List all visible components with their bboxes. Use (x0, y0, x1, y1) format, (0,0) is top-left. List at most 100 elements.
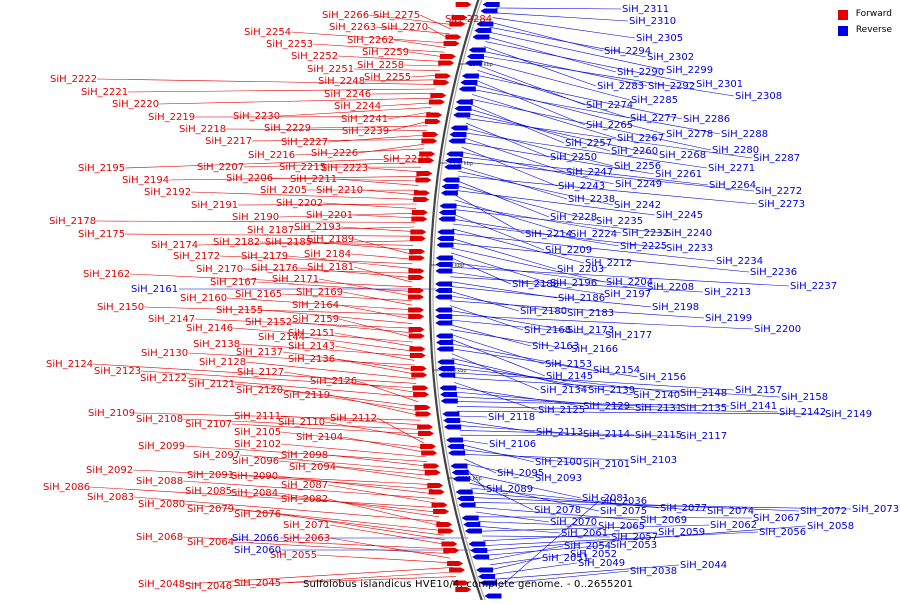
gene-label-reverse: SiH_2197 (604, 289, 651, 300)
forward-connector (353, 215, 415, 218)
gene-label-reverse: SiH_2233 (666, 243, 713, 254)
forward-feature (449, 568, 465, 573)
gene-label-reverse: SiH_2242 (614, 200, 661, 211)
gene-label-forward: SiH_2046 (185, 581, 232, 592)
gene-label-reverse: SiH_2140 (633, 390, 680, 401)
gene-label-forward: SiH_2215 (279, 162, 326, 173)
gene-label-forward: SiH_2165 (235, 289, 282, 300)
gene-label-forward: SiH_2160 (180, 293, 227, 304)
gene-label-reverse: SiH_2072 (800, 506, 847, 517)
legend-reverse-swatch (838, 26, 848, 36)
gene-label-forward: SiH_2189 (307, 234, 354, 245)
gene-label-forward: SiH_2123 (94, 366, 141, 377)
gene-label-reverse: SiH_2078 (534, 505, 581, 516)
reverse-feature (453, 113, 470, 118)
gene-label-forward: SiH_2176 (251, 263, 298, 274)
gene-label-forward: SiH_2217 (205, 136, 252, 147)
reverse-feature (476, 568, 493, 573)
reverse-connector (491, 22, 603, 51)
gene-label-reverse: SiH_2213 (704, 287, 751, 298)
reverse-connector (493, 563, 577, 574)
reverse-feature (462, 74, 479, 79)
gene-label-forward: SiH_2107 (185, 419, 232, 430)
forward-feature (422, 132, 438, 137)
gene-label-forward: SiH_2150 (97, 302, 144, 313)
gene-label-forward: SiH_2254 (244, 27, 291, 38)
forward-connector (128, 89, 435, 92)
gene-label-forward: SiH_2220 (112, 99, 159, 110)
gene-label-reverse: SiH_2290 (617, 67, 664, 78)
gene-label-forward: SiH_2111 (234, 411, 281, 422)
forward-connector (428, 27, 448, 38)
gene-label-reverse: SiH_2214 (525, 229, 572, 240)
reverse-feature (483, 2, 500, 7)
reverse-feature (456, 490, 473, 495)
forward-connector (159, 98, 433, 104)
forward-connector (238, 204, 416, 205)
reverse-feature (459, 503, 476, 508)
forward-feature (438, 61, 454, 66)
gene-label-reverse: SiH_2224 (570, 229, 617, 240)
forward-feature (435, 74, 451, 79)
reverse-feature (436, 243, 453, 248)
forward-feature (412, 386, 428, 391)
gene-label-reverse: SiH_2066 (232, 533, 279, 544)
gene-label-forward: SiH_2219 (148, 112, 195, 123)
gene-label-forward: SiH_2193 (294, 222, 341, 233)
gene-label-forward: SiH_2162 (83, 269, 130, 280)
reverse-feature (439, 386, 456, 391)
gene-label-reverse: SiH_2225 (620, 241, 667, 252)
gene-label-forward: SiH_2155 (216, 305, 263, 316)
gene-label-forward: SiH_2108 (136, 414, 183, 425)
gene-label-forward: SiH_2251 (307, 64, 354, 75)
gene-label-reverse: SiH_2292 (648, 81, 695, 92)
forward-connector (336, 467, 431, 480)
forward-feature (425, 470, 441, 475)
gene-label-reverse: SiH_2093 (535, 473, 582, 484)
gene-label-reverse: SiH_2199 (705, 313, 752, 324)
forward-connector (317, 555, 452, 563)
forward-feature (408, 269, 424, 274)
forward-connector (388, 112, 430, 119)
gene-label-forward: SiH_2262 (347, 35, 394, 46)
gene-label-forward: SiH_2206 (226, 173, 273, 184)
reverse-connector (496, 8, 621, 9)
reverse-feature (459, 87, 476, 92)
gene-label-forward: SiH_2090 (231, 471, 278, 482)
forward-feature (409, 249, 425, 254)
gene-label-reverse: SiH_2059 (658, 527, 705, 538)
gene-label-reverse: SiH_2038 (630, 566, 677, 577)
gene-label-forward: SiH_2091 (187, 470, 234, 481)
gene-label-reverse: SiH_2265 (586, 120, 633, 131)
gene-label-reverse: SiH_2245 (656, 210, 703, 221)
gene-label-reverse: SiH_2264 (709, 180, 756, 191)
reverse-feature (448, 451, 465, 456)
gene-label-forward: SiH_2181 (307, 262, 354, 273)
forward-feature (432, 503, 448, 508)
gene-label-forward: SiH_2119 (283, 390, 330, 401)
gene-label-reverse: SiH_2287 (753, 153, 800, 164)
gene-label-reverse: SiH_2061 (561, 528, 608, 539)
gene-label-forward: SiH_2099 (138, 441, 185, 452)
gene-label-forward: SiH_2076 (234, 509, 281, 520)
reverse-feature (456, 100, 473, 105)
gene-label-reverse: SiH_2236 (750, 267, 797, 278)
forward-feature (413, 392, 429, 397)
gene-label-reverse: SiH_2134 (540, 385, 587, 396)
gene-label-reverse: SiH_2238 (568, 194, 615, 205)
reverse-feature (443, 418, 460, 423)
reverse-feature (435, 321, 452, 326)
gene-label-forward: SiH_2104 (296, 432, 343, 443)
gene-label-forward: SiH_2138 (193, 339, 240, 350)
forward-feature (409, 347, 425, 352)
gene-label-forward: SiH_2084 (231, 488, 278, 499)
gene-label-reverse: SiH_2131 (635, 403, 682, 414)
reverse-feature (470, 548, 487, 553)
gene-label-reverse: SiH_2056 (759, 527, 806, 538)
gene-label-reverse: SiH_2243 (558, 181, 605, 192)
gene-label-reverse: SiH_2203 (557, 264, 604, 275)
reverse-connector (454, 382, 537, 410)
gene-label-reverse: SiH_2067 (753, 513, 800, 524)
gene-label-reverse: SiH_2125 (538, 405, 585, 416)
reverse-feature (460, 80, 477, 85)
